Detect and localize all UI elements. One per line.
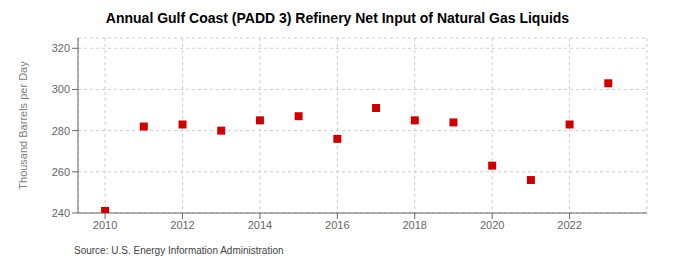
svg-text:2022: 2022 (557, 219, 581, 231)
svg-text:2018: 2018 (403, 219, 427, 231)
svg-text:2012: 2012 (170, 219, 194, 231)
svg-text:Thousand Barrels per Day: Thousand Barrels per Day (17, 61, 29, 190)
svg-text:300: 300 (52, 83, 70, 95)
svg-text:260: 260 (52, 166, 70, 178)
svg-text:280: 280 (52, 125, 70, 137)
svg-text:2014: 2014 (248, 219, 272, 231)
svg-text:240: 240 (52, 207, 70, 219)
svg-text:2010: 2010 (93, 219, 117, 231)
svg-text:320: 320 (52, 42, 70, 54)
svg-text:2016: 2016 (325, 219, 349, 231)
html-text:Annual Gulf Coast (PADD 3) Ref: Annual Gulf Coast (PADD 3) Refinery Net … (105, 10, 570, 26)
html-text:Source: U.S. Energy Informatio: Source: U.S. Energy Information Administ… (74, 245, 284, 256)
svg-text:2020: 2020 (480, 219, 504, 231)
